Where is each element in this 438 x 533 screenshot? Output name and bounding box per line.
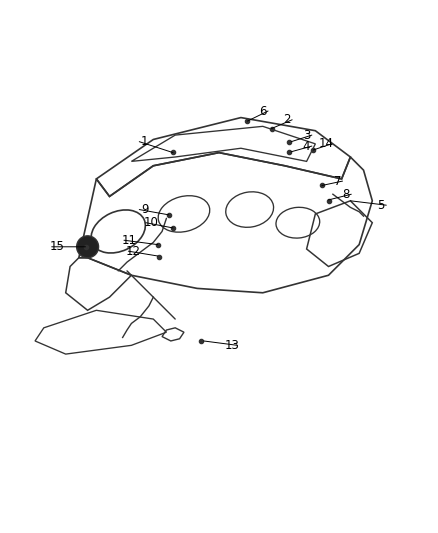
Circle shape xyxy=(77,236,99,258)
Text: 13: 13 xyxy=(225,339,240,352)
Text: 10: 10 xyxy=(144,216,159,229)
Text: 14: 14 xyxy=(319,138,334,150)
Text: 3: 3 xyxy=(303,128,310,142)
Text: 9: 9 xyxy=(141,203,148,216)
Text: 4: 4 xyxy=(303,140,311,152)
Text: 12: 12 xyxy=(126,245,141,257)
Text: 2: 2 xyxy=(283,114,291,126)
Text: 11: 11 xyxy=(122,233,137,247)
Text: 5: 5 xyxy=(378,199,385,212)
Text: 8: 8 xyxy=(343,188,350,201)
Text: 7: 7 xyxy=(333,175,341,188)
Text: 1: 1 xyxy=(141,135,148,148)
Text: 15: 15 xyxy=(49,240,64,253)
Text: 6: 6 xyxy=(259,104,267,117)
